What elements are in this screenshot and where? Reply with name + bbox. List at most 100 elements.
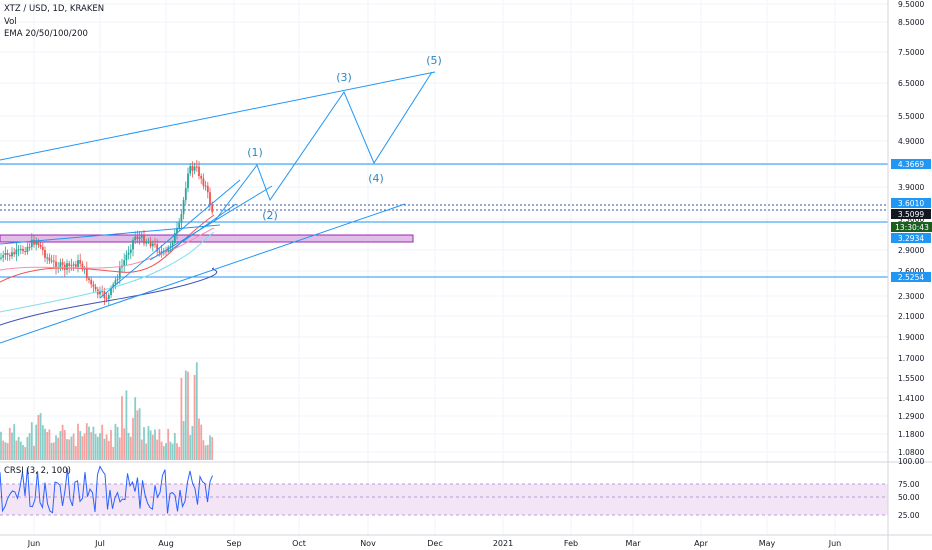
candle-body — [28, 246, 31, 248]
ema-label: EMA 20/50/100/200 — [4, 29, 88, 39]
volume-bar — [61, 424, 64, 460]
wave-path — [213, 71, 433, 223]
level-badge-text: 4.3669 — [898, 160, 924, 169]
wave-label: (4) — [368, 172, 384, 185]
axis-badges: 4.3669 3.6010 3.5099 3.2934 2.5254 13:30:43 — [891, 159, 932, 282]
candle-body — [129, 249, 132, 253]
candle-body — [125, 254, 128, 261]
volume-bar — [13, 424, 16, 460]
candle-body — [184, 188, 187, 201]
candle-body — [4, 253, 7, 255]
candle-body — [33, 239, 35, 245]
candle-body — [176, 228, 178, 234]
volume-bar — [149, 430, 152, 460]
candle-body — [173, 233, 176, 244]
volume-bar — [96, 436, 99, 460]
volume-bar — [83, 433, 86, 460]
candle-body — [151, 243, 154, 247]
volume-bar — [116, 426, 119, 460]
price-tick-label: 1.0800 — [898, 448, 924, 457]
trendline — [99, 179, 241, 299]
candle-body — [193, 166, 196, 171]
candle-body — [178, 222, 181, 229]
volume-label: Vol — [4, 17, 17, 27]
volume-bar — [151, 434, 154, 460]
time-tick-label: Feb — [564, 539, 578, 548]
volume-bar — [209, 435, 211, 460]
volume-bar — [90, 432, 93, 460]
price-tick-label: 9.5000 — [898, 0, 924, 9]
volume-bars — [0, 362, 214, 460]
price-tick-label: 8.5000 — [898, 18, 924, 27]
volume-bar — [127, 432, 130, 460]
wave-label: (5) — [426, 54, 442, 67]
candle-body — [195, 166, 198, 168]
volume-bar — [15, 440, 18, 460]
rsi-tick-label: 50.00 — [898, 493, 920, 502]
price-tick-label: 1.1800 — [898, 430, 924, 439]
volume-bar — [26, 436, 29, 460]
volume-bar — [178, 446, 181, 460]
volume-bar — [59, 430, 62, 460]
volume-bar — [147, 426, 150, 460]
countdown-text: 13:30:43 — [895, 223, 929, 232]
level-badge — [891, 233, 931, 243]
volume-bar — [160, 441, 163, 460]
price-tick-label: 2.3000 — [898, 292, 924, 301]
volume-bar — [158, 429, 161, 460]
candle-body — [101, 291, 104, 293]
volume-bar — [81, 436, 84, 460]
candle-body — [136, 236, 139, 239]
volume-bar — [206, 444, 209, 460]
volume-bar — [39, 413, 42, 460]
volume-bar — [189, 435, 192, 460]
candle-body — [156, 244, 159, 252]
volume-bar — [211, 437, 214, 460]
time-tick-label: Jul — [94, 539, 105, 548]
candle-body — [154, 243, 156, 245]
trendline — [0, 71, 436, 161]
candle-body — [79, 260, 82, 264]
volume-bar — [112, 446, 115, 460]
price-tick-label: 7.5000 — [898, 48, 924, 57]
crsi-panel — [0, 461, 932, 516]
candle-body — [202, 178, 205, 186]
candle-body — [123, 260, 126, 266]
time-tick-label: Jun — [828, 539, 842, 548]
volume-bar — [57, 437, 60, 460]
candle-body — [85, 267, 88, 279]
candle-body — [114, 280, 117, 285]
level-badge — [891, 272, 931, 282]
volume-bar — [121, 396, 123, 460]
volume-bar — [48, 429, 51, 460]
time-tick-label: Apr — [694, 539, 709, 548]
volume-bar — [41, 425, 44, 460]
volume-bar — [202, 440, 205, 460]
volume-bar — [204, 445, 207, 460]
volume-bar — [180, 377, 183, 460]
volume-bar — [52, 442, 55, 460]
candle-body — [66, 263, 68, 270]
candle-body — [145, 241, 148, 244]
candle-body — [0, 257, 2, 259]
candle-body — [59, 262, 62, 268]
candle-body — [72, 264, 75, 266]
crsi-title: CRSI (3, 2, 100) — [4, 466, 71, 476]
volume-bar — [92, 426, 95, 460]
level-badge-text: 3.2934 — [898, 234, 924, 243]
volume-bar — [118, 437, 121, 460]
price-tick-label: 2.1000 — [898, 312, 924, 321]
candle-body — [132, 240, 134, 250]
volume-bar — [19, 441, 22, 460]
volume-bar — [200, 424, 203, 460]
volume-bar — [37, 414, 40, 460]
wave-label: (1) — [247, 146, 263, 159]
trendline — [149, 185, 273, 261]
volume-bar — [182, 421, 185, 460]
price-tick-label: 2.9000 — [898, 246, 924, 255]
candle-body — [17, 249, 20, 251]
candle-body — [112, 284, 115, 288]
level-badge-text: 2.5254 — [898, 273, 924, 282]
